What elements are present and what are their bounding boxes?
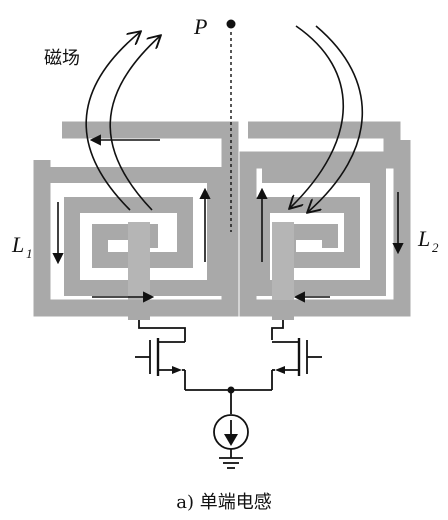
magnetic-field-lines (85, 25, 364, 212)
inductor-l2 (239, 121, 411, 320)
field-line-arrow-icon (290, 25, 345, 208)
svg-text:2: 2 (432, 240, 439, 255)
field-line-arrow-icon (308, 25, 364, 212)
left-mosfet-icon (135, 338, 186, 376)
l2-port (272, 300, 294, 320)
l2-label-sub: 2 (432, 240, 439, 255)
l1-label-base: L (11, 232, 24, 257)
l1-label-sub: 1 (26, 246, 33, 261)
inductor-l1-label: L 1 (11, 232, 33, 261)
inductor-l1 (33, 121, 239, 320)
l1-port (128, 300, 150, 320)
current-source-icon (213, 414, 249, 450)
svg-text:L: L (11, 232, 24, 257)
magnetic-field-label: 磁场 (44, 48, 80, 69)
l2-inner-tap (272, 222, 294, 308)
l1-inner-tap (128, 222, 150, 308)
right-mosfet-icon (272, 338, 322, 376)
ground-icon (219, 457, 243, 469)
current-arrows (52, 134, 404, 303)
svg-text:L: L (417, 226, 430, 251)
svg-text:1: 1 (26, 246, 33, 261)
l2-label-base: L (417, 226, 430, 251)
point-p-group: P (193, 14, 236, 232)
inductor-l2-label: L 2 (417, 226, 439, 255)
l2-middle-turn (254, 167, 386, 296)
field-line-arrow-icon (109, 36, 160, 211)
field-line-arrow-icon (85, 32, 140, 211)
transistor-circuit (135, 320, 322, 469)
l1-drain-wire (138, 320, 186, 340)
l1-middle-turn (34, 160, 223, 296)
figure-caption: a) 单端电感 (176, 492, 271, 513)
point-p-label: P (193, 14, 207, 39)
l2-drain-wire (271, 320, 284, 340)
l2-outer-turn (239, 121, 411, 317)
point-p-dot-icon (226, 19, 236, 29)
l1-outer-turn (33, 121, 239, 317)
